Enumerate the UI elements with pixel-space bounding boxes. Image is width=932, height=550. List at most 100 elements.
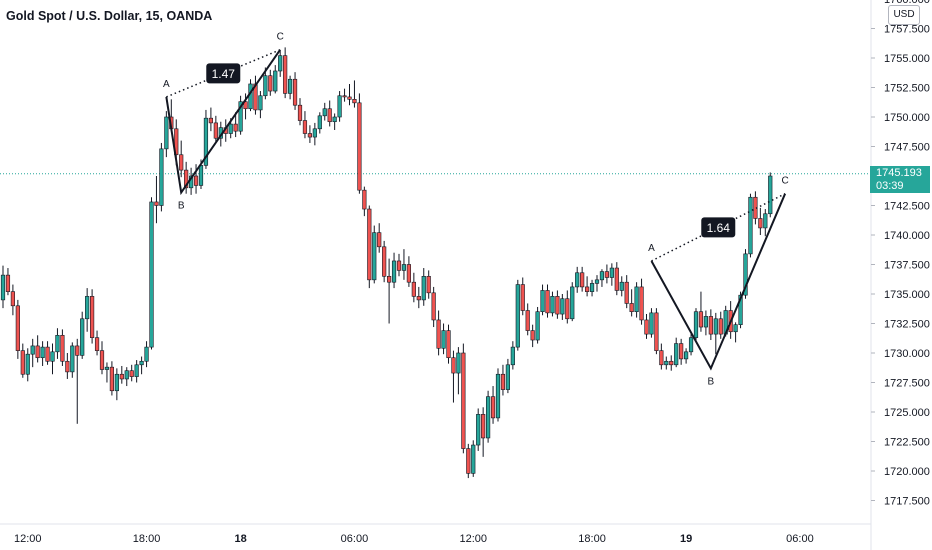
time-tick-label: 06:00 xyxy=(786,533,814,545)
candle-body-up xyxy=(688,337,694,353)
candle-body-down xyxy=(758,218,763,229)
time-axis[interactable]: 12:00 18:00 18 06:00 12:00 18:00 19 06:00 xyxy=(14,533,814,545)
candle xyxy=(104,362,110,383)
candle xyxy=(65,353,70,379)
candle xyxy=(703,310,708,336)
candle-body-up xyxy=(575,272,580,288)
candle xyxy=(619,276,624,297)
candle xyxy=(495,368,501,422)
candle-body-up xyxy=(550,296,555,314)
candle-body-up xyxy=(287,78,293,94)
candle xyxy=(768,172,773,218)
candle-body-up xyxy=(317,115,322,130)
price-tick-label: 1735.000 xyxy=(884,289,930,301)
candle xyxy=(292,72,298,110)
price-tick-label: 1727.500 xyxy=(884,378,930,390)
last-price-value: 1745.193 xyxy=(876,167,922,179)
candle xyxy=(426,270,431,299)
candle-body-up xyxy=(228,123,233,134)
candle-body-up xyxy=(30,345,35,355)
candle-body-down xyxy=(698,311,704,328)
candle-body-down xyxy=(565,298,570,320)
candle xyxy=(490,386,496,424)
candle xyxy=(466,443,471,479)
candle xyxy=(208,107,214,132)
candle xyxy=(149,197,154,350)
candle-body-down xyxy=(708,316,713,335)
candle-body-down xyxy=(297,104,303,121)
candle-body-up xyxy=(505,364,511,390)
abc-pattern-path xyxy=(165,49,282,196)
candle xyxy=(109,361,114,396)
candle xyxy=(382,240,387,283)
candle-body-down xyxy=(500,373,506,390)
candle xyxy=(213,115,218,143)
candle xyxy=(10,284,16,316)
candle xyxy=(609,263,614,286)
candle xyxy=(500,364,506,396)
candle xyxy=(90,289,95,344)
candle xyxy=(5,268,11,296)
candle-body-down xyxy=(60,334,65,362)
currency-label[interactable]: USD xyxy=(888,5,920,25)
candle xyxy=(297,98,303,126)
candle-body-up xyxy=(273,70,278,92)
candle-body-down xyxy=(184,169,189,189)
candle xyxy=(75,338,80,424)
candle xyxy=(634,282,639,318)
candle-body-down xyxy=(396,260,402,271)
candle xyxy=(268,69,273,96)
candle xyxy=(391,252,397,289)
time-tick-label: 18 xyxy=(234,533,246,545)
candle-body-up xyxy=(159,148,164,206)
candle xyxy=(45,341,50,365)
candle xyxy=(713,312,718,355)
candle xyxy=(555,290,560,319)
candle-body-up xyxy=(471,444,476,474)
candle-body-down xyxy=(99,350,105,370)
candle-body-up xyxy=(515,284,520,348)
candle-body-down xyxy=(129,370,134,377)
price-axis[interactable]: 1717.500 1720.000 1722.500 1725.000 1727.500… xyxy=(871,0,930,508)
price-tick-label: 1755.000 xyxy=(884,53,930,65)
candle-body-down xyxy=(718,318,723,335)
candle xyxy=(179,140,184,178)
abc-pattern[interactable]: A B C 1.47 xyxy=(163,32,284,212)
candle-body-down xyxy=(654,312,659,351)
candle-body-down xyxy=(639,286,644,321)
candle-body-down xyxy=(362,189,367,210)
candle xyxy=(238,95,243,135)
candle-body-up xyxy=(40,346,45,359)
candle xyxy=(545,284,550,318)
candle-body-up xyxy=(733,324,738,333)
candle-body-up xyxy=(703,316,708,328)
candle xyxy=(124,367,129,387)
candle xyxy=(184,161,189,194)
candle xyxy=(664,356,669,370)
abc-pattern[interactable]: A B C 1.64 xyxy=(648,176,789,388)
abc-point-label: B xyxy=(178,201,185,212)
candle-body-down xyxy=(644,319,649,335)
candle-body-down xyxy=(208,117,214,124)
candle-body-down xyxy=(45,346,50,362)
candle-body-down xyxy=(193,175,199,186)
candle xyxy=(60,329,65,366)
candle-body-up xyxy=(134,364,139,377)
time-tick-label: 06:00 xyxy=(341,533,369,545)
candle-body-up xyxy=(198,165,204,186)
candle xyxy=(758,207,763,235)
abc-pattern-drawings[interactable]: A B C 1.47 A B C 1.64 xyxy=(163,32,789,388)
candle xyxy=(683,348,689,364)
candle xyxy=(327,100,332,127)
candle-body-up xyxy=(50,351,55,362)
candle xyxy=(134,360,139,383)
candle-body-up xyxy=(85,296,90,320)
candle-body-down xyxy=(292,78,298,106)
candle-body-down xyxy=(352,99,357,104)
candle xyxy=(386,258,392,324)
candle-body-down xyxy=(20,350,25,375)
candle-body-down xyxy=(411,281,416,297)
abc-ratio-value: 1.47 xyxy=(212,67,236,81)
candle xyxy=(649,308,654,338)
